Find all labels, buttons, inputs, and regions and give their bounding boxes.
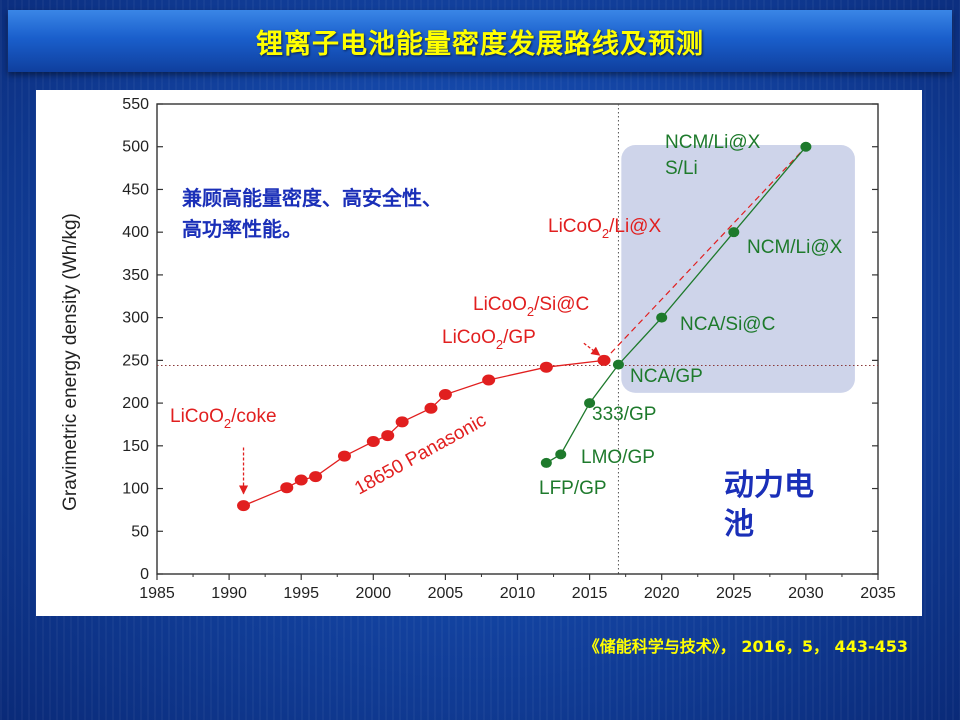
data-point	[612, 359, 624, 370]
x-tick-label: 2020	[644, 585, 680, 602]
citation: 《储能科学与技术》， 2016，5， 443-453	[583, 637, 908, 656]
data-point	[395, 416, 409, 428]
y-tick-label: 200	[122, 395, 149, 412]
y-tick-label: 0	[140, 566, 149, 583]
annotation-power-battery-line1: 动力电	[724, 468, 814, 503]
x-axis: 1985 1990 1995 2000 2005 2010 2015 2020 2025 2030…	[139, 574, 896, 602]
x-tick-label: 2000	[356, 585, 392, 602]
annotation-licoo2-lix: LiCoO2/Li@X	[548, 216, 661, 241]
x-tick-label: 2025	[716, 585, 752, 602]
data-point	[337, 450, 351, 462]
data-point	[728, 227, 740, 238]
annotation-nca-sic: NCA/Si@C	[680, 314, 775, 335]
annotation-333-gp: 333/GP	[592, 404, 656, 425]
y-axis: 0 50 100 150 200 250 300 350 400 450 500 550	[122, 96, 878, 583]
y-tick-label: 300	[122, 310, 149, 327]
data-point	[555, 449, 567, 460]
y-tick-label: 250	[122, 352, 149, 369]
data-point	[539, 361, 553, 373]
annotation-ncm-lix-500: NCM/Li@X	[665, 132, 761, 153]
forecast-highlight-box	[621, 145, 855, 393]
y-tick-label: 550	[122, 96, 149, 113]
y-tick-label: 100	[122, 481, 149, 498]
data-point	[597, 354, 611, 366]
data-point	[800, 141, 812, 152]
y-tick-label: 500	[122, 139, 149, 156]
annotation-balance-line1: 兼顾高能量密度、高安全性、	[182, 186, 442, 210]
x-tick-label: 1985	[139, 585, 175, 602]
y-tick-label: 450	[122, 181, 149, 198]
annotation-licoo2-sic: LiCoO2/Si@C	[473, 294, 589, 319]
data-point	[584, 398, 596, 409]
series-points	[237, 141, 812, 512]
x-tick-label: 2010	[500, 585, 536, 602]
data-point	[381, 430, 395, 442]
annotation-18650-panasonic: 18650 Panasonic	[351, 410, 490, 500]
title-bar: 锂离子电池能量密度发展路线及预测	[8, 10, 952, 72]
annotation-lmo-gp: LMO/GP	[581, 447, 655, 468]
data-point	[424, 402, 438, 414]
energy-density-chart: 1985 1990 1995 2000 2005 2010 2015 2020 2025 2030…	[60, 96, 896, 602]
x-tick-label: 2005	[428, 585, 464, 602]
annotation-balance-line2: 高功率性能。	[182, 217, 302, 241]
data-point	[237, 500, 251, 512]
y-tick-label: 350	[122, 267, 149, 284]
annotation-s-li: S/Li	[665, 158, 698, 179]
slide-title: 锂离子电池能量密度发展路线及预测	[256, 28, 704, 60]
annotation-power-battery-line2: 池	[724, 507, 754, 542]
annotation-licoo2-coke: LiCoO2/coke	[170, 406, 277, 431]
chart-panel: 1985 1990 1995 2000 2005 2010 2015 2020 2025 2030…	[36, 90, 922, 616]
licoo2-projection-line	[603, 146, 807, 361]
y-tick-label: 150	[122, 438, 149, 455]
x-tick-label: 2030	[788, 585, 824, 602]
y-tick-label: 50	[131, 523, 149, 540]
data-point	[482, 374, 496, 386]
data-point	[366, 436, 380, 448]
y-axis-title: Gravimetric energy density (Wh/kg)	[60, 213, 81, 511]
gp-arrow	[583, 342, 601, 356]
data-point	[294, 474, 308, 486]
annotation-ncm-lix-400: NCM/Li@X	[747, 237, 843, 258]
x-tick-label: 2035	[860, 585, 896, 602]
data-point	[280, 482, 294, 494]
x-tick-label: 1990	[211, 585, 247, 602]
x-tick-label: 1995	[283, 585, 319, 602]
x-tick-label: 2015	[572, 585, 608, 602]
annotation-nca-gp: NCA/GP	[630, 366, 703, 387]
data-point	[438, 389, 452, 401]
data-point	[309, 471, 323, 483]
data-point	[540, 457, 552, 468]
annotation-lfp-gp: LFP/GP	[539, 478, 607, 499]
y-tick-label: 400	[122, 224, 149, 241]
annotation-licoo2-gp: LiCoO2/GP	[442, 327, 536, 352]
data-point	[656, 312, 668, 323]
